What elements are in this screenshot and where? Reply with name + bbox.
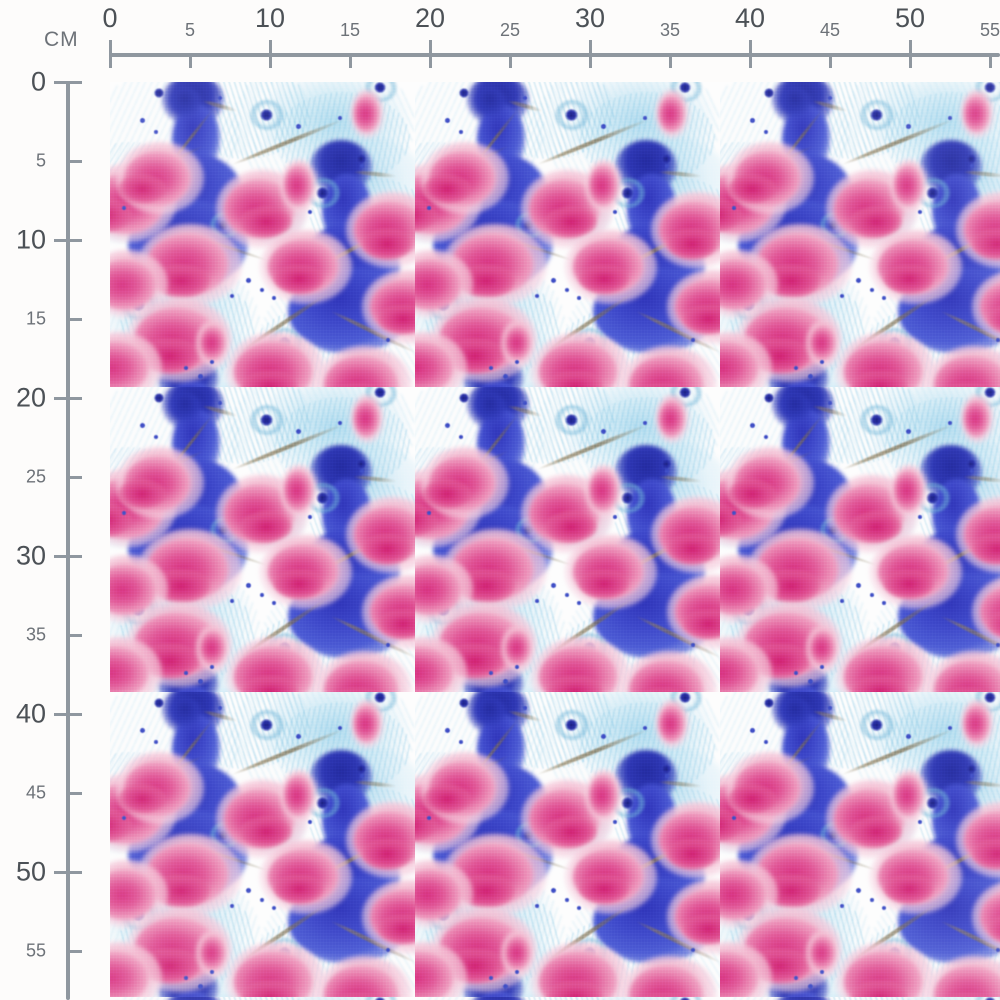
h-tick-label-10: 10 bbox=[254, 3, 286, 33]
pattern-tile bbox=[110, 82, 415, 387]
v-tick-label-35: 35 bbox=[25, 624, 46, 645]
h-tick-label-45: 45 bbox=[819, 20, 841, 40]
h-tick-0 bbox=[108, 40, 112, 68]
h-tick-label-25: 25 bbox=[499, 20, 521, 40]
pattern-tile bbox=[110, 387, 415, 692]
v-tick-20 bbox=[54, 396, 82, 400]
pattern-tile bbox=[720, 82, 1000, 387]
pattern-tile bbox=[720, 387, 1000, 692]
pattern-tile bbox=[110, 997, 415, 1000]
v-tick-30 bbox=[54, 554, 82, 558]
h-tick-label-50: 50 bbox=[894, 3, 926, 33]
pattern-tile bbox=[415, 387, 720, 692]
v-tick-label-0: 0 bbox=[30, 66, 46, 97]
v-tick-50 bbox=[54, 870, 82, 874]
h-tick-45 bbox=[828, 53, 832, 68]
v-tick-40 bbox=[54, 712, 82, 716]
v-tick-10 bbox=[54, 238, 82, 242]
h-tick-label-55: 55 bbox=[979, 20, 1000, 40]
v-tick-label-10: 10 bbox=[15, 224, 46, 255]
v-tick-55 bbox=[67, 949, 82, 953]
h-tick-10 bbox=[268, 40, 272, 68]
pattern-tile bbox=[415, 692, 720, 997]
ruler-unit-label: CM bbox=[44, 28, 79, 51]
h-tick-35 bbox=[668, 53, 672, 68]
v-tick-15 bbox=[67, 317, 82, 321]
v-tick-label-30: 30 bbox=[15, 540, 46, 571]
h-tick-50 bbox=[908, 40, 912, 68]
v-tick-label-15: 15 bbox=[25, 308, 46, 329]
h-tick-25 bbox=[508, 53, 512, 68]
h-tick-15 bbox=[348, 53, 352, 68]
v-tick-25 bbox=[67, 475, 82, 479]
pattern-tile bbox=[110, 692, 415, 997]
h-tick-label-0: 0 bbox=[102, 3, 118, 33]
v-tick-label-20: 20 bbox=[15, 382, 46, 413]
h-tick-30 bbox=[588, 40, 592, 68]
pattern-tile bbox=[720, 997, 1000, 1000]
fabric-swatch-preview[interactable] bbox=[110, 82, 1000, 1000]
v-tick-label-25: 25 bbox=[25, 466, 46, 487]
v-tick-45 bbox=[67, 791, 82, 795]
v-tick-label-40: 40 bbox=[15, 698, 46, 729]
v-tick-label-55: 55 bbox=[25, 940, 46, 961]
h-tick-label-40: 40 bbox=[734, 3, 766, 33]
h-tick-20 bbox=[428, 40, 432, 68]
vertical-ruler-line bbox=[66, 82, 70, 1000]
h-tick-label-20: 20 bbox=[414, 3, 446, 33]
v-tick-0 bbox=[54, 80, 82, 84]
pattern-tile bbox=[415, 82, 720, 387]
h-tick-40 bbox=[748, 40, 752, 68]
h-tick-label-5: 5 bbox=[184, 20, 196, 40]
pattern-tile bbox=[720, 692, 1000, 997]
horizontal-ruler-line bbox=[110, 53, 1000, 57]
h-tick-55 bbox=[988, 53, 992, 68]
h-tick-label-35: 35 bbox=[659, 20, 681, 40]
v-tick-5 bbox=[67, 159, 82, 163]
v-tick-label-45: 45 bbox=[25, 782, 46, 803]
pattern-tile bbox=[415, 997, 720, 1000]
v-tick-35 bbox=[67, 633, 82, 637]
h-tick-label-30: 30 bbox=[574, 3, 606, 33]
pattern-tile-grid bbox=[110, 82, 1000, 1000]
h-tick-5 bbox=[188, 53, 192, 68]
h-tick-label-15: 15 bbox=[339, 20, 361, 40]
v-tick-label-50: 50 bbox=[15, 856, 46, 887]
v-tick-label-5: 5 bbox=[35, 150, 46, 171]
